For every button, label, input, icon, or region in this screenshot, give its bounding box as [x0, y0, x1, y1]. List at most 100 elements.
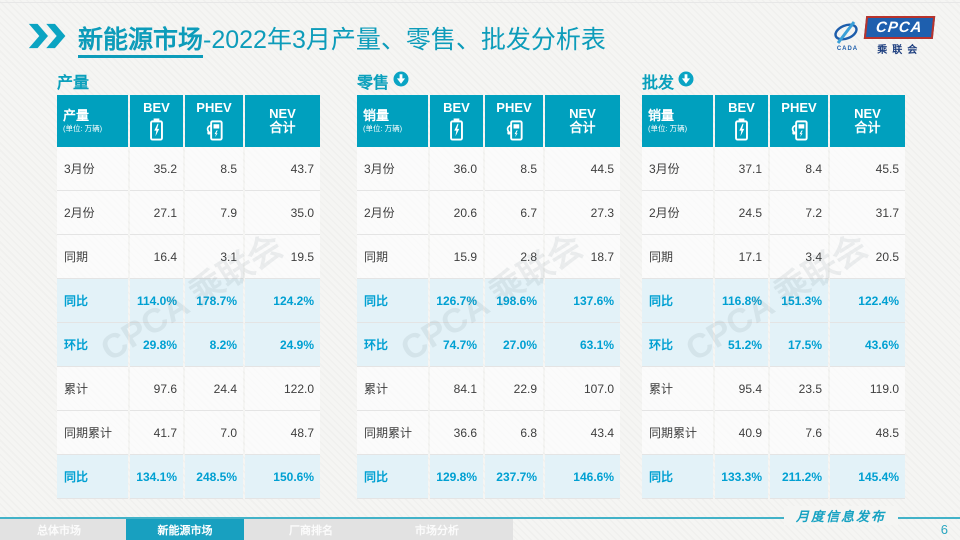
cell-value: 22.9: [485, 367, 543, 411]
corner-cell: 销量 (单位: 万辆): [357, 95, 428, 147]
cell-value: 107.0: [545, 367, 620, 411]
row-label: 同比: [642, 455, 713, 499]
data-table-批发: 批发 销量 (单位: 万辆) BEV PHEV NEV 合计 3月份 37.1 8.4 45.5 2月…: [642, 71, 907, 501]
column-header-phev: PHEV: [770, 95, 828, 147]
cell-value: 43.7: [245, 147, 320, 191]
nav-tab-1[interactable]: 总体市场: [37, 524, 81, 537]
cell-value: 35.2: [130, 147, 183, 191]
cell-value: 124.2%: [245, 279, 320, 323]
column-header-bev: BEV: [430, 95, 483, 147]
union-label: 乘联会: [877, 45, 923, 56]
section-title-label: 产量: [57, 75, 90, 92]
cell-value: 3.1: [185, 235, 243, 279]
corner-cell: 产量 (单位: 万辆): [57, 95, 128, 147]
section-title: 批发: [642, 71, 907, 92]
row-label: 3月份: [57, 147, 128, 191]
cell-value: 7.2: [770, 191, 828, 235]
column-label: BEV: [143, 100, 170, 116]
corner-unit: (单位: 万辆): [363, 123, 403, 133]
battery-icon: [149, 118, 164, 141]
row-label: 同比: [357, 455, 428, 499]
column-sublabel: 合计: [854, 120, 881, 135]
column-label: PHEV: [496, 100, 532, 116]
data-table-产量: 产量 产量 (单位: 万辆) BEV PHEV NEV 合计 3月份 35.2 8.5 43.7 2月…: [57, 71, 322, 501]
row-label: 2月份: [57, 191, 128, 235]
slide-header: 新能源市场-2022年3月产量、零售、批发分析表: [28, 20, 606, 58]
cada-label: CADA: [836, 46, 859, 52]
nav-tab-2[interactable]: 新能源市场: [126, 519, 244, 540]
page-number: 6: [940, 522, 948, 537]
cell-value: 145.4%: [830, 455, 905, 499]
column-header-bev: BEV: [715, 95, 768, 147]
cell-value: 37.1: [715, 147, 768, 191]
cell-value: 17.5%: [770, 323, 828, 367]
row-label: 同期: [57, 235, 128, 279]
cell-value: 8.5: [485, 147, 543, 191]
section-title-label: 零售: [357, 75, 390, 92]
nav-tab-4[interactable]: 市场分析: [415, 524, 459, 537]
down-circle-icon: [678, 71, 694, 92]
column-label: BEV: [443, 100, 470, 116]
column-header-bev: BEV: [130, 95, 183, 147]
column-label: NEV: [569, 105, 596, 121]
cpca-wordmark: CPCA 乘联会: [864, 16, 936, 56]
corner-label: 销量: [363, 108, 390, 124]
table-grid: 销量 (单位: 万辆) BEV PHEV NEV 合计 3月份 37.1 8.4 45.5 2月份 2…: [642, 95, 905, 499]
cell-value: 248.5%: [185, 455, 243, 499]
cell-value: 20.6: [430, 191, 483, 235]
cell-value: 6.7: [485, 191, 543, 235]
cell-value: 133.3%: [715, 455, 768, 499]
row-label: 同期: [642, 235, 713, 279]
cell-value: 237.7%: [485, 455, 543, 499]
column-label: NEV: [854, 105, 881, 121]
cell-value: 122.4%: [830, 279, 905, 323]
cell-value: 150.6%: [245, 455, 320, 499]
cell-value: 17.1: [715, 235, 768, 279]
data-table-零售: 零售 销量 (单位: 万辆) BEV PHEV NEV 合计 3月份 36.0 8.5 44.5 2月…: [357, 71, 622, 501]
cell-value: 24.5: [715, 191, 768, 235]
cell-value: 35.0: [245, 191, 320, 235]
cell-value: 211.2%: [770, 455, 828, 499]
row-label: 3月份: [642, 147, 713, 191]
row-label: 同期累计: [642, 411, 713, 455]
cell-value: 27.0%: [485, 323, 543, 367]
row-label: 2月份: [642, 191, 713, 235]
battery-icon: [734, 118, 749, 141]
down-circle-icon: [393, 71, 409, 92]
battery-icon: [449, 118, 464, 141]
corner-unit: (单位: 万辆): [63, 123, 103, 133]
nav-tab-3[interactable]: 厂商排名: [289, 524, 333, 537]
row-label: 同期累计: [57, 411, 128, 455]
column-header-phev: PHEV: [185, 95, 243, 147]
cell-value: 51.2%: [715, 323, 768, 367]
cell-value: 48.7: [245, 411, 320, 455]
cell-value: 36.6: [430, 411, 483, 455]
cell-value: 15.9: [430, 235, 483, 279]
cell-value: 116.8%: [715, 279, 768, 323]
cell-value: 7.9: [185, 191, 243, 235]
cpca-box-label: CPCA: [864, 16, 936, 39]
cell-value: 119.0: [830, 367, 905, 411]
cell-value: 36.0: [430, 147, 483, 191]
page-title-rest: -2022年3月产量、零售、批发分析表: [203, 26, 606, 54]
cell-value: 18.7: [545, 235, 620, 279]
row-label: 3月份: [357, 147, 428, 191]
cell-value: 63.1%: [545, 323, 620, 367]
row-label: 同比: [57, 279, 128, 323]
cell-value: 151.3%: [770, 279, 828, 323]
corner-label: 产量: [63, 108, 90, 124]
cell-value: 48.5: [830, 411, 905, 455]
cell-value: 27.3: [545, 191, 620, 235]
cell-value: 3.4: [770, 235, 828, 279]
cell-value: 198.6%: [485, 279, 543, 323]
double-chevron-icon: [28, 22, 68, 55]
cell-value: 137.6%: [545, 279, 620, 323]
cell-value: 31.7: [830, 191, 905, 235]
corner-unit: (单位: 万辆): [648, 123, 688, 133]
cell-value: 8.5: [185, 147, 243, 191]
cell-value: 40.9: [715, 411, 768, 455]
section-title: 零售: [357, 71, 622, 92]
cell-value: 6.8: [485, 411, 543, 455]
column-header-phev: PHEV: [485, 95, 543, 147]
cell-value: 122.0: [245, 367, 320, 411]
